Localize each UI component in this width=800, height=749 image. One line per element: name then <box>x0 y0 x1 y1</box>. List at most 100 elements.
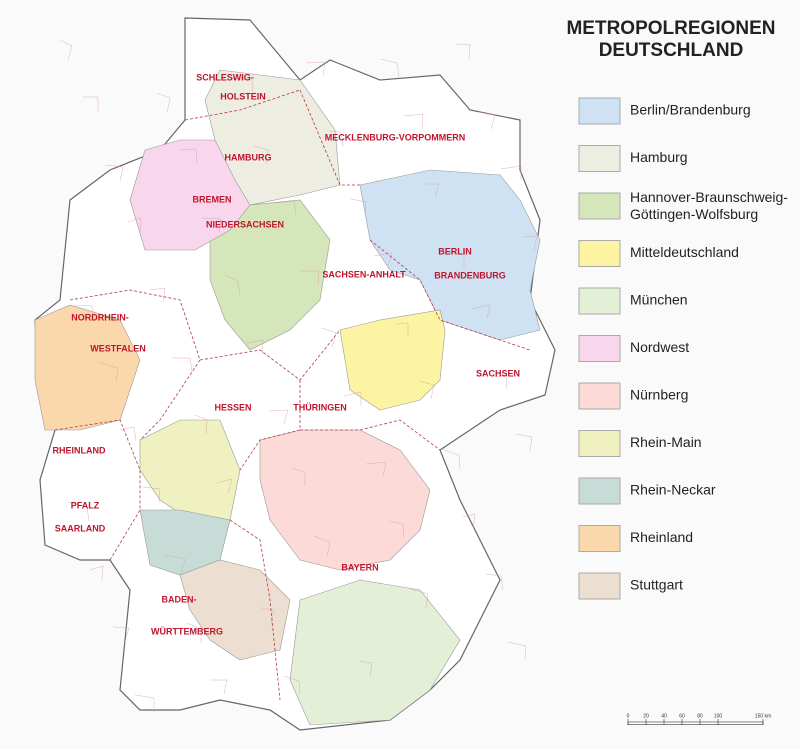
border <box>300 419 441 451</box>
district-line <box>142 486 161 504</box>
legend-label: Nürnberg <box>630 387 688 403</box>
legend-swatch <box>578 97 621 125</box>
district-line <box>172 357 193 373</box>
district-line <box>83 96 99 111</box>
district-line <box>321 327 337 348</box>
scale-label: 100 <box>714 713 723 719</box>
district-line <box>522 235 538 251</box>
district-line <box>440 448 461 470</box>
legend-label: Stuttgart <box>630 577 683 593</box>
district-line <box>224 274 241 296</box>
legend-swatch <box>578 477 621 505</box>
region-label: SCHLESWIG- <box>196 72 254 82</box>
district-line <box>306 61 326 77</box>
district-line <box>515 433 533 452</box>
district-line <box>365 461 387 477</box>
legend-label: Berlin/Brandenburg <box>630 102 751 118</box>
region-label: BAYERN <box>341 562 378 572</box>
district-line <box>388 520 405 539</box>
district-line <box>134 694 155 712</box>
region-label: THÜRINGEN <box>293 402 347 412</box>
district-line <box>470 304 491 320</box>
legend-label: Mitteldeutschland <box>630 244 739 260</box>
district-line <box>462 513 476 529</box>
district-line <box>104 164 124 182</box>
region-label: HAMBURG <box>225 152 272 162</box>
district-line <box>97 361 119 383</box>
district-line <box>74 304 94 321</box>
district-line <box>492 374 508 390</box>
district-line <box>201 217 222 234</box>
region-label: SACHSEN <box>476 368 520 378</box>
region-label: NIEDERSACHSEN <box>206 219 284 229</box>
region-area <box>129 139 251 251</box>
district-line <box>210 679 228 695</box>
region-area <box>179 559 291 661</box>
legend-swatch <box>578 572 621 600</box>
district-line <box>410 588 429 609</box>
legend-label: Rheinland <box>630 529 693 545</box>
region-label: BRANDENBURG <box>434 270 506 280</box>
district-line <box>358 660 373 678</box>
district-line <box>485 573 504 591</box>
district-line <box>507 641 527 661</box>
border <box>69 289 201 441</box>
district-line <box>194 414 208 435</box>
legend-label: München <box>630 292 688 308</box>
district-line <box>149 287 166 303</box>
district-line <box>119 426 137 442</box>
legend-label: Hamburg <box>630 149 688 165</box>
scale-label: 150 km <box>755 713 771 719</box>
legend-label: Rhein-Main <box>630 434 702 450</box>
district-line <box>127 217 142 233</box>
legend-swatch <box>578 382 621 410</box>
district-line <box>500 165 522 180</box>
scale-label: 40 <box>661 713 667 719</box>
district-line <box>156 92 171 113</box>
district-line <box>268 409 289 425</box>
district-line <box>395 322 409 337</box>
border <box>299 89 360 186</box>
district-line <box>350 198 367 217</box>
district-line <box>276 200 297 216</box>
region-label: PFALZ <box>71 500 100 510</box>
region-label: HOLSTEIN <box>220 91 266 101</box>
title: METROPOLREGIONEN <box>566 18 775 39</box>
legend-label: Hannover-Braunschweig-Göttingen-Wolfsbur… <box>630 189 788 222</box>
region-label: BREMEN <box>192 194 231 204</box>
district-line <box>253 145 269 165</box>
district-line <box>403 113 424 129</box>
border <box>229 519 281 701</box>
region-label: RHEINLAND <box>53 445 106 455</box>
district-line <box>179 148 198 164</box>
legend-swatch <box>578 240 621 267</box>
scale-label: 80 <box>697 713 703 719</box>
border <box>239 380 301 471</box>
region-label: BADEN- <box>162 594 197 604</box>
legend-swatch <box>578 430 621 457</box>
district-line <box>343 391 362 406</box>
region-label: HESSEN <box>214 402 251 412</box>
district-line <box>328 130 344 147</box>
region-label: MECKLENBURG-VORPOMMERN <box>325 132 466 142</box>
region-label: SAARLAND <box>55 523 106 533</box>
scale-label: 60 <box>679 713 685 719</box>
scale-label: 20 <box>643 713 649 719</box>
border <box>184 89 301 121</box>
district-line <box>313 535 331 557</box>
district-line <box>283 675 301 696</box>
region-label: BERLIN <box>438 246 472 256</box>
state-borders <box>54 89 531 701</box>
district-line <box>447 251 465 268</box>
border <box>199 329 341 381</box>
district-line <box>112 626 130 643</box>
region-area <box>209 199 331 351</box>
district-lines <box>59 39 538 712</box>
district-line <box>426 183 440 199</box>
region-area <box>359 169 541 341</box>
district-line <box>373 252 393 268</box>
legend-swatch <box>578 335 621 362</box>
district-line <box>477 111 496 130</box>
legend-label: Nordwest <box>630 339 689 355</box>
region-label: WÜRTTEMBERG <box>151 626 223 636</box>
